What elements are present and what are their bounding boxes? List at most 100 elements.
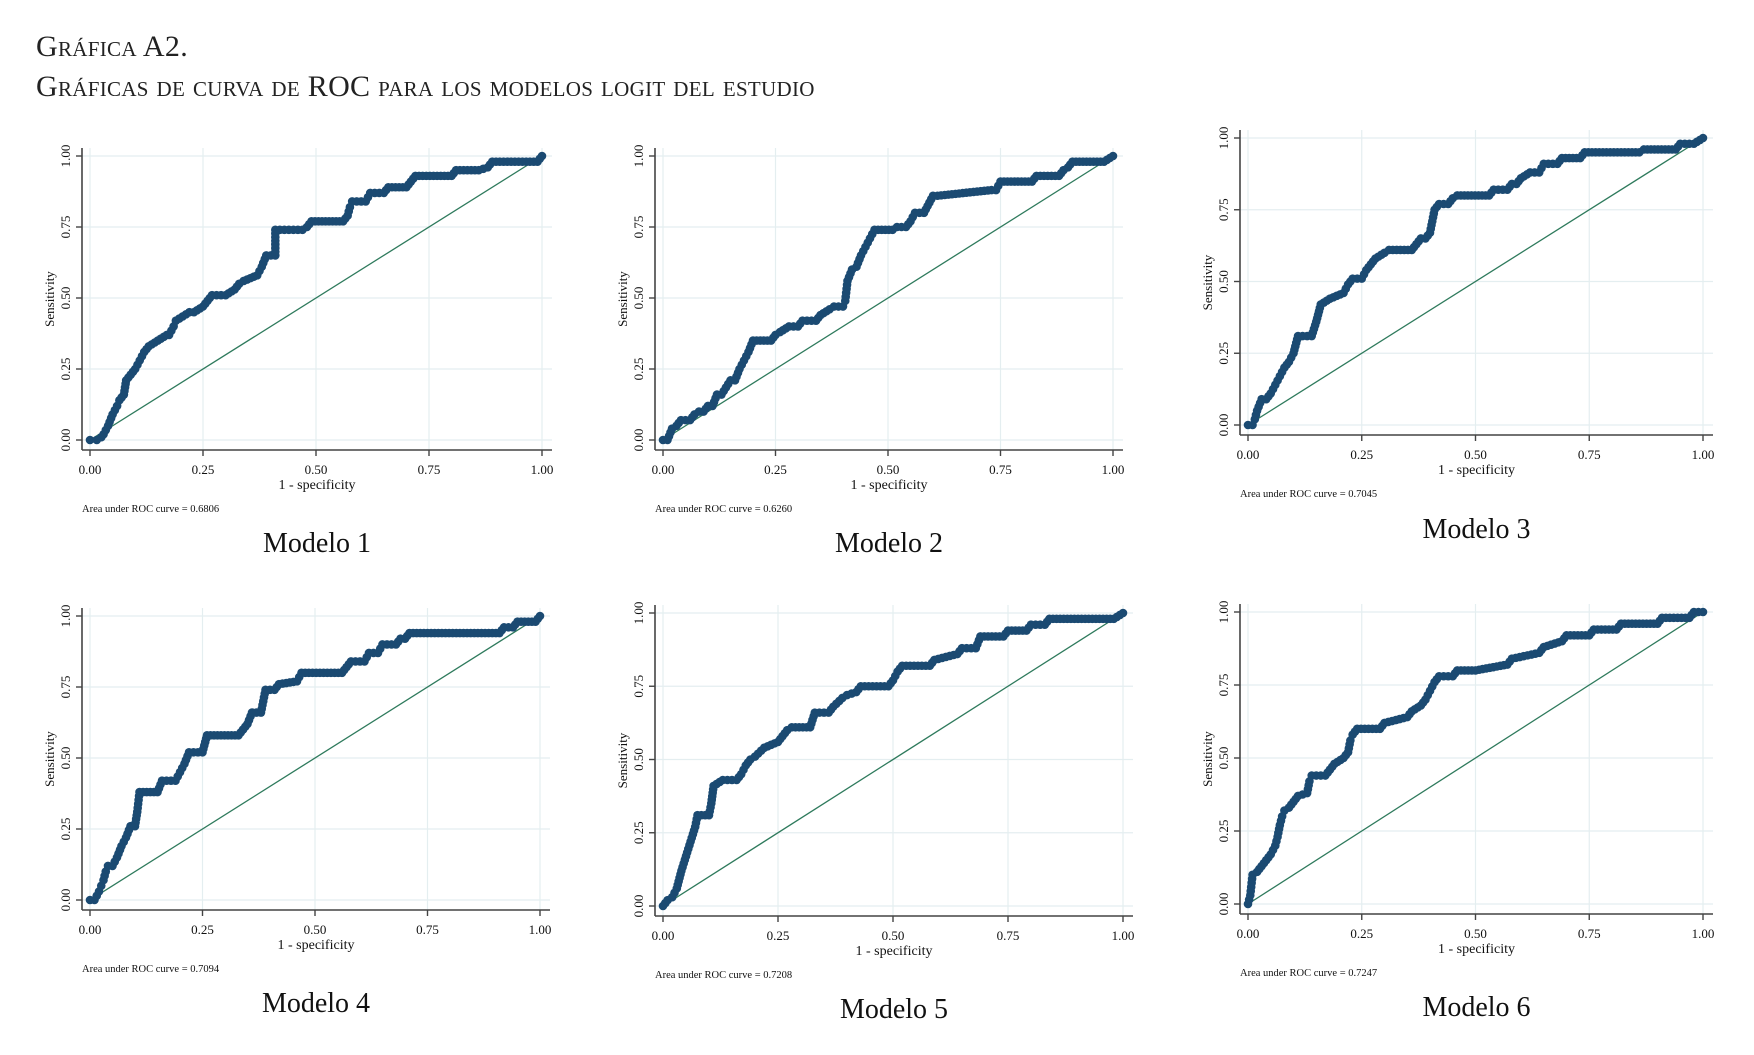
auc-note: Area under ROC curve = 0.6806 [82,504,219,515]
y-tick-label: 1.00 [1216,127,1231,150]
x-tick-label: 0.50 [305,462,328,477]
roc-chart-2: 0.00 0.25 0.50 0.75 1.00 0.00 0.25 0.50 0.75 1.00… [615,145,1125,515]
x-axis-title: 1 - specificity [851,478,928,493]
x-tick-label: 0.75 [1578,926,1601,941]
auc-note: Area under ROC curve = 0.7247 [1240,968,1377,979]
roc-chart-1: 0.00 0.25 0.50 0.75 1.00 0.00 0.25 0.50 0.75 1.00… [42,145,554,515]
x-tick-label: 0.75 [997,928,1020,943]
x-tick-label: 0.25 [767,928,790,943]
y-tick-label: 1.00 [631,145,646,168]
y-tick-label: 0.00 [1216,893,1231,916]
auc-note: Area under ROC curve = 0.7094 [82,964,220,975]
roc-markers [1243,607,1708,909]
roc-chart-4: 0.00 0.25 0.50 0.75 1.00 0.00 0.25 0.50 0.75 1.00… [42,605,552,975]
roc-point [537,151,547,161]
figure-title: Gráficas de curva de ROC para los modelo… [36,70,815,103]
x-tick-label: 0.00 [79,922,102,937]
panel-label-modelo-3: Modelo 3 [1422,514,1531,545]
roc-markers [85,611,545,905]
y-axis-title: Sensitivity [615,732,630,788]
y-tick-label: 0.50 [1216,747,1231,770]
roc-point [1108,151,1118,161]
x-axis-title: 1 - specificity [1438,942,1515,957]
y-tick-label: 0.25 [58,818,73,841]
y-tick-label: 0.50 [58,747,73,770]
y-tick-label: 0.25 [631,358,646,381]
roc-markers [658,608,1128,911]
x-tick-label: 0.00 [652,462,675,477]
y-tick-label: 0.75 [1216,198,1231,221]
roc-markers [658,151,1118,445]
roc-point [1698,133,1708,143]
roc-markers [85,151,547,445]
x-tick-label: 0.75 [1578,447,1601,462]
reference-line [1247,611,1704,905]
roc-markers [1243,133,1708,430]
y-tick-label: 1.00 [1216,601,1231,624]
auc-note: Area under ROC curve = 0.7208 [655,970,792,981]
roc-chart-3: 0.00 0.25 0.50 0.75 1.00 0.00 0.25 0.50 0.75 1.00… [1200,127,1715,500]
x-tick-label: 1.00 [1692,447,1715,462]
x-tick-label: 0.50 [1464,447,1487,462]
x-axis-title: 1 - specificity [278,938,355,953]
y-tick-label: 1.00 [58,145,73,168]
y-tick-label: 0.75 [631,216,646,239]
x-tick-label: 0.25 [192,462,215,477]
y-tick-label: 0.50 [58,287,73,310]
y-tick-label: 0.50 [1216,270,1231,293]
x-tick-label: 0.00 [1237,447,1260,462]
y-axis-title: Sensitivity [1200,731,1215,787]
x-tick-label: 0.00 [79,462,102,477]
roc-chart-6: 0.00 0.25 0.50 0.75 1.00 0.00 0.25 0.50 0.75 1.00… [1200,601,1714,979]
y-tick-label: 0.50 [631,287,646,310]
x-axis-title: 1 - specificity [279,478,356,493]
y-tick-label: 1.00 [631,602,646,625]
y-tick-label: 0.50 [631,748,646,771]
y-tick-label: 0.00 [58,889,73,912]
x-tick-label: 0.25 [764,462,787,477]
x-tick-label: 0.50 [882,928,905,943]
x-tick-label: 0.25 [1350,447,1373,462]
y-tick-label: 0.75 [58,676,73,699]
reference-line [89,155,543,441]
panel-label-modelo-4: Modelo 4 [261,988,371,1019]
x-tick-label: 0.00 [1237,926,1260,941]
auc-note: Area under ROC curve = 0.7045 [1240,489,1377,500]
x-tick-label: 0.75 [989,462,1012,477]
x-tick-label: 0.50 [877,462,900,477]
panel-label-modelo-1: Modelo 1 [262,528,372,559]
y-tick-label: 0.00 [631,429,646,452]
x-axis-title: 1 - specificity [856,944,933,959]
y-axis-title: Sensitivity [42,731,57,787]
auc-note: Area under ROC curve = 0.6260 [655,504,792,515]
roc-point [85,435,95,445]
reference-line [1247,137,1704,426]
x-tick-label: 0.50 [1464,926,1487,941]
figure-number: Gráfica A2. [36,30,188,63]
y-tick-label: 0.25 [1216,342,1231,365]
y-tick-label: 0.00 [58,429,73,452]
roc-point [535,611,545,621]
x-tick-label: 0.50 [304,922,327,937]
y-tick-label: 0.25 [58,358,73,381]
x-tick-label: 0.75 [418,462,441,477]
roc-chart-5: 0.00 0.25 0.50 0.75 1.00 0.00 0.25 0.50 0.75 1.00… [615,602,1134,981]
y-tick-label: 0.00 [631,895,646,918]
x-tick-label: 0.00 [652,928,675,943]
reference-line [662,612,1124,907]
panel-label-modelo-6: Modelo 6 [1422,992,1531,1023]
y-axis-title: Sensitivity [1200,254,1215,310]
roc-point [1698,607,1708,617]
y-tick-label: 1.00 [58,605,73,628]
x-tick-label: 1.00 [1102,462,1125,477]
x-axis-title: 1 - specificity [1438,463,1515,478]
y-tick-label: 0.75 [58,216,73,239]
x-tick-label: 1.00 [531,462,554,477]
x-tick-label: 1.00 [529,922,552,937]
panel-label-modelo-2: Modelo 2 [834,528,944,559]
panel-label-modelo-5: Modelo 5 [839,994,949,1025]
y-axis-title: Sensitivity [42,271,57,327]
roc-point [1118,608,1128,618]
y-axis-title: Sensitivity [615,271,630,327]
y-tick-label: 0.00 [1216,414,1231,437]
